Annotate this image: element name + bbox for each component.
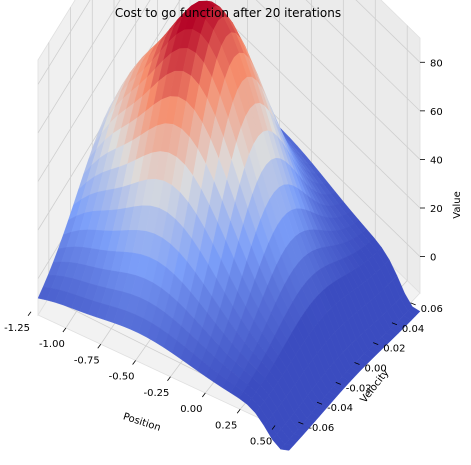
x-tick-labels: -1.25 -1.00 -0.75 -0.50 -0.25 0.00 0.25 0.50 <box>4 323 272 448</box>
y-tick <box>373 342 379 346</box>
x-tick-label: 0.50 <box>250 437 272 448</box>
x-tick <box>97 344 102 349</box>
x-tick <box>271 425 276 430</box>
z-grid-back <box>305 0 421 112</box>
z-tick-label: 0 <box>430 253 436 264</box>
y-tick <box>391 322 398 326</box>
x-tick-label: -1.25 <box>4 323 30 334</box>
z-grid-side <box>37 0 121 134</box>
y-tick <box>316 401 323 405</box>
z-tick-label: 60 <box>430 107 443 118</box>
y-tick-labels: -0.06 -0.04 -0.02 0.00 0.02 0.04 0.06 <box>308 304 443 434</box>
x-tick <box>167 376 171 381</box>
y-tick-label: 0.00 <box>365 364 387 375</box>
z-grid-back <box>255 0 421 160</box>
z-grid-back <box>355 0 421 63</box>
x-tick-label: 0.25 <box>215 420 237 431</box>
y-tick-label: 0.04 <box>402 324 424 335</box>
surface-patch <box>280 444 294 451</box>
y-tick-label: -0.02 <box>346 383 372 394</box>
x-tick-label: 0.00 <box>180 404 202 415</box>
z-grid-side <box>37 0 151 182</box>
y-tick <box>298 421 304 425</box>
y-tick <box>410 302 416 306</box>
x-tick <box>27 311 32 316</box>
y-tick-label: -0.06 <box>308 423 334 434</box>
x-tick <box>202 392 206 398</box>
y-tick-label: 0.02 <box>383 344 405 355</box>
y-tick <box>335 381 341 385</box>
surface-mesh <box>37 0 421 451</box>
z-tick-labels: 0 20 40 60 80 <box>430 58 443 263</box>
tick-marks <box>27 61 425 430</box>
x-tick <box>62 327 67 333</box>
z-axis-label: Value <box>452 191 463 218</box>
x-tick <box>236 409 241 414</box>
z-grid-side <box>37 0 91 85</box>
x-tick-label: -0.25 <box>144 388 170 399</box>
z-tick-label: 40 <box>430 155 443 166</box>
y-tick-label: 0.06 <box>421 304 443 315</box>
x-tick-label: -0.50 <box>109 372 135 383</box>
chart-title: Cost to go function after 20 iterations <box>115 6 341 20</box>
z-tick-label: 20 <box>430 204 443 215</box>
x-tick-label: -0.75 <box>74 355 100 366</box>
x-axis-label: Position <box>122 411 162 433</box>
x-tick-label: -1.00 <box>39 339 65 350</box>
y-tick-label: -0.04 <box>327 403 353 414</box>
x-tick <box>132 360 136 365</box>
y-tick <box>354 362 360 365</box>
z-tick-label: 80 <box>430 58 443 69</box>
